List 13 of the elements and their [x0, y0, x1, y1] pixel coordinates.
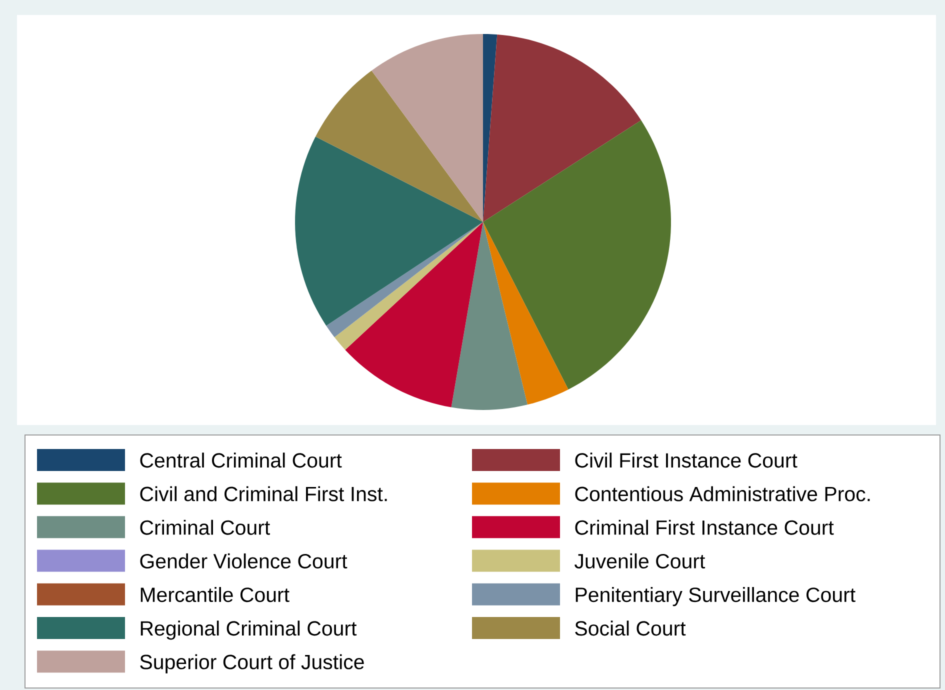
legend-label: Mercantile Court [140, 587, 290, 602]
legend-label: Juvenile Court [574, 553, 706, 568]
legend-label: Central Criminal Court [140, 452, 342, 468]
legend-label: Superior Court of Justice [140, 654, 364, 674]
legend-label: Gender Violence Court [140, 553, 348, 568]
legend-label: Criminal Court [140, 520, 270, 535]
legend-label: Penitentiary Surveillance Court [576, 587, 856, 606]
legend-label: Criminal First Instance Court [575, 520, 834, 535]
legend-label: Regional Criminal Court [140, 620, 357, 640]
legend-label: Contentious Administrative Proc. [575, 486, 870, 502]
legend-label: Civil and Criminal First Inst. [140, 486, 387, 502]
legend-label: Civil First Instance Court [575, 452, 798, 468]
legend-label: Social Court [575, 620, 686, 636]
